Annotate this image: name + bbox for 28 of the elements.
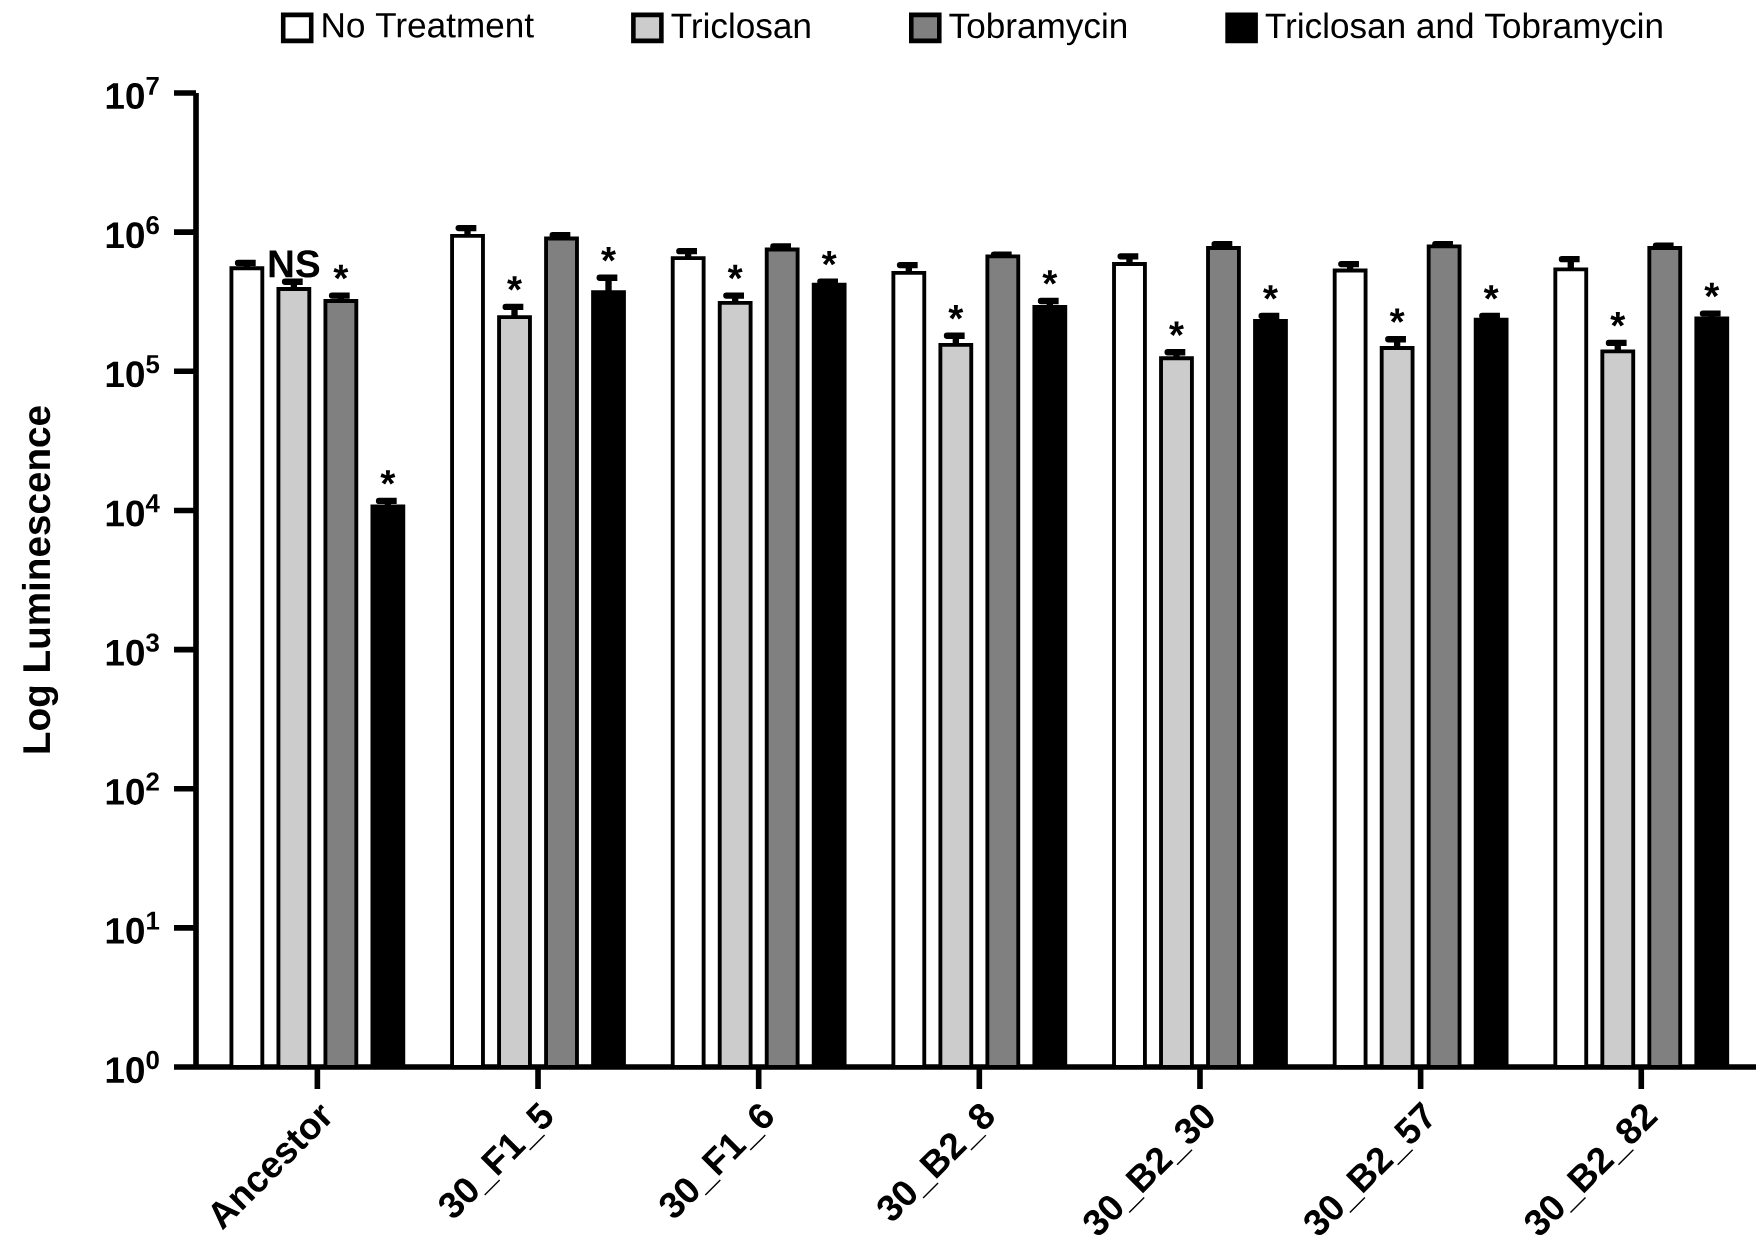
legend-label: Triclosan and Tobramycin: [1265, 12, 1662, 46]
data-label: *: [333, 264, 349, 280]
y-tick-label: 10$^{0}$: [106, 1050, 159, 1084]
y-tick-label: 10$^{5}$: [106, 355, 160, 388]
data-label: *: [1042, 270, 1058, 285]
data-label: *: [1263, 285, 1278, 300]
y-tick-label: 10$^{2}$: [106, 772, 159, 805]
data-label: *: [948, 304, 964, 320]
data-label: *: [1169, 321, 1184, 336]
y-tick-label: 10$^{1}$: [106, 911, 160, 944]
y-tick-label: 10$^{6}$: [106, 215, 159, 249]
data-label: *: [1610, 312, 1626, 327]
legend-label: Tobramycin: [949, 12, 1127, 46]
data-label: NS: [269, 250, 320, 278]
y-tick-label: 10$^{3}$: [106, 633, 159, 666]
y-tick-label: 10$^{4}$: [106, 494, 160, 527]
legend-label: Triclosan: [671, 12, 810, 39]
data-label: *: [727, 264, 743, 280]
data-label: *: [1483, 285, 1499, 300]
y-tick-label: 10$^{7}$: [106, 76, 159, 110]
legend-label: No Treatment: [323, 13, 534, 38]
data-label: *: [1389, 308, 1405, 323]
y-axis-title: Log Luminescence: [21, 406, 59, 753]
data-label: *: [380, 470, 396, 485]
data-label: *: [821, 250, 837, 266]
data-label: *: [1704, 282, 1720, 298]
data-label: *: [507, 276, 522, 291]
data-label: *: [601, 246, 616, 262]
